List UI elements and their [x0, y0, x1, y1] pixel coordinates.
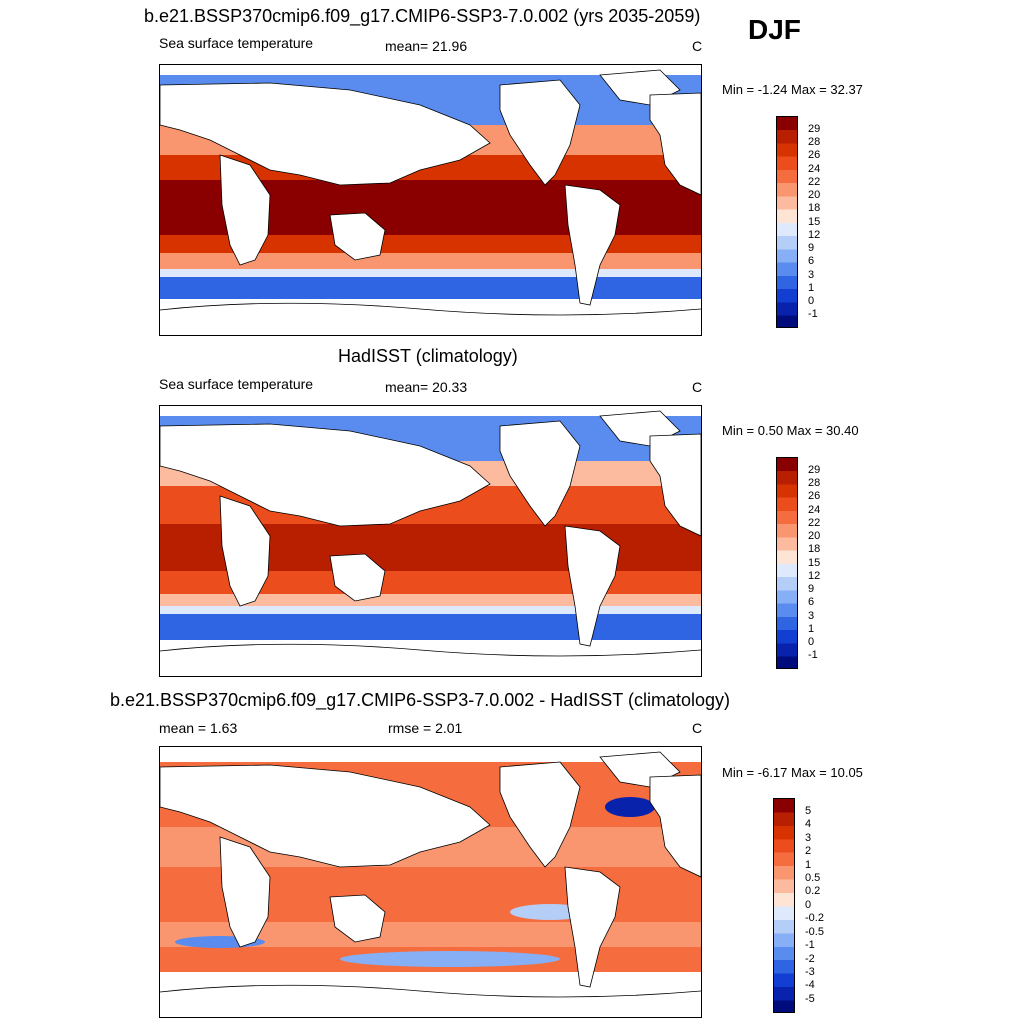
panel3-map-graphic	[160, 747, 701, 1017]
panel2-sst-map	[159, 405, 702, 677]
panel1-sst-map	[159, 64, 702, 336]
panel2-units-label: C	[692, 379, 703, 395]
colorbar-tick-label: -2	[805, 953, 815, 965]
colorbar-tick-label: 18	[808, 543, 821, 555]
colorbar-tick-label: 22	[808, 517, 821, 529]
panel1-units-label: C	[692, 38, 703, 54]
panel2-colorbar-swatches	[776, 457, 798, 669]
colorbar-tick-label: 20	[808, 189, 821, 201]
panel3-minmax-label: Min = -6.17 Max = 10.05	[722, 765, 863, 780]
colorbar-tick-label: 26	[808, 149, 821, 161]
panel3-mean-label: mean = 1.63	[159, 720, 238, 736]
colorbar-tick-label: 3	[805, 832, 812, 844]
panel2-variable-label: Sea surface temperature	[159, 376, 314, 392]
panel1-map-graphic	[160, 65, 701, 335]
panel1-colorbar-swatches	[776, 116, 798, 328]
colorbar-tick-label: 1	[805, 859, 812, 871]
colorbar-tick-label: 15	[808, 216, 821, 228]
colorbar-tick-label: 1	[808, 282, 815, 294]
season-label: DJF	[748, 14, 801, 45]
panel2-title: HadISST (climatology)	[338, 346, 518, 366]
panel3-units-label: C	[692, 720, 703, 736]
colorbar-tick-label: -4	[805, 979, 815, 991]
colorbar-tick-label: 9	[808, 242, 815, 254]
colorbar-tick-label: 0.5	[805, 872, 821, 884]
colorbar-tick-label: 29	[808, 123, 821, 135]
colorbar-tick-label: 2	[805, 845, 812, 857]
panel2-map-graphic	[160, 406, 701, 676]
colorbar-tick-label: 0	[808, 636, 815, 648]
colorbar-tick-label: 6	[808, 596, 815, 608]
colorbar-tick-label: 0.2	[805, 885, 821, 897]
colorbar-tick-label: -1	[805, 939, 815, 951]
colorbar-tick-label: 26	[808, 490, 821, 502]
colorbar-tick-label: -3	[805, 966, 815, 978]
colorbar-tick-label: 0	[808, 295, 815, 307]
panel2-colorbar: 29 28 26 24 22 20 18 15 12 9 6 3 1 0 -1	[776, 457, 856, 669]
panel1-title: b.e21.BSSP370cmip6.f09_g17.CMIP6-SSP3-7.…	[144, 6, 701, 26]
panel3-colorbar-swatches	[773, 798, 795, 1013]
colorbar-tick-label: 29	[808, 464, 821, 476]
colorbar-tick-label: 12	[808, 229, 821, 241]
colorbar-tick-label: 22	[808, 176, 821, 188]
colorbar-tick-label: 4	[805, 818, 812, 830]
colorbar-tick-label: -1	[808, 308, 818, 320]
colorbar-tick-label: 5	[805, 805, 812, 817]
colorbar-tick-label: 0	[805, 899, 812, 911]
panel2-minmax-label: Min = 0.50 Max = 30.40	[722, 423, 859, 438]
panel1-minmax-label: Min = -1.24 Max = 32.37	[722, 82, 863, 97]
colorbar-tick-label: 28	[808, 136, 821, 148]
colorbar-tick-label: -0.2	[805, 912, 824, 924]
colorbar-tick-label: 3	[808, 269, 815, 281]
panel2-mean-label: mean= 20.33	[385, 379, 468, 395]
panel1-variable-label: Sea surface temperature	[159, 35, 314, 51]
colorbar-tick-label: 15	[808, 557, 821, 569]
colorbar-tick-label: 3	[808, 610, 815, 622]
colorbar-tick-label: -5	[805, 993, 815, 1005]
panel3-colorbar: 5 4 3 2 1 0.5 0.2 0 -0.2 -0.5 -1 -2 -3 -…	[773, 798, 853, 1013]
panel1-colorbar: 29 28 26 24 22 20 18 15 12 9 6 3 1 0 -1	[776, 116, 856, 328]
colorbar-tick-label: 24	[808, 163, 821, 175]
colorbar-tick-label: 12	[808, 570, 821, 582]
colorbar-tick-label: 28	[808, 477, 821, 489]
colorbar-tick-label: 9	[808, 583, 815, 595]
colorbar-tick-label: 24	[808, 504, 821, 516]
panel3-difference-map	[159, 746, 702, 1018]
colorbar-tick-label: -1	[808, 649, 818, 661]
panel1-mean-label: mean= 21.96	[385, 38, 468, 54]
colorbar-tick-label: 18	[808, 202, 821, 214]
colorbar-tick-label: 20	[808, 530, 821, 542]
panel3-title: b.e21.BSSP370cmip6.f09_g17.CMIP6-SSP3-7.…	[110, 690, 730, 710]
colorbar-tick-label: 6	[808, 255, 815, 267]
panel3-rmse-label: rmse = 2.01	[388, 720, 463, 736]
colorbar-tick-label: 1	[808, 623, 815, 635]
colorbar-tick-label: -0.5	[805, 926, 824, 938]
